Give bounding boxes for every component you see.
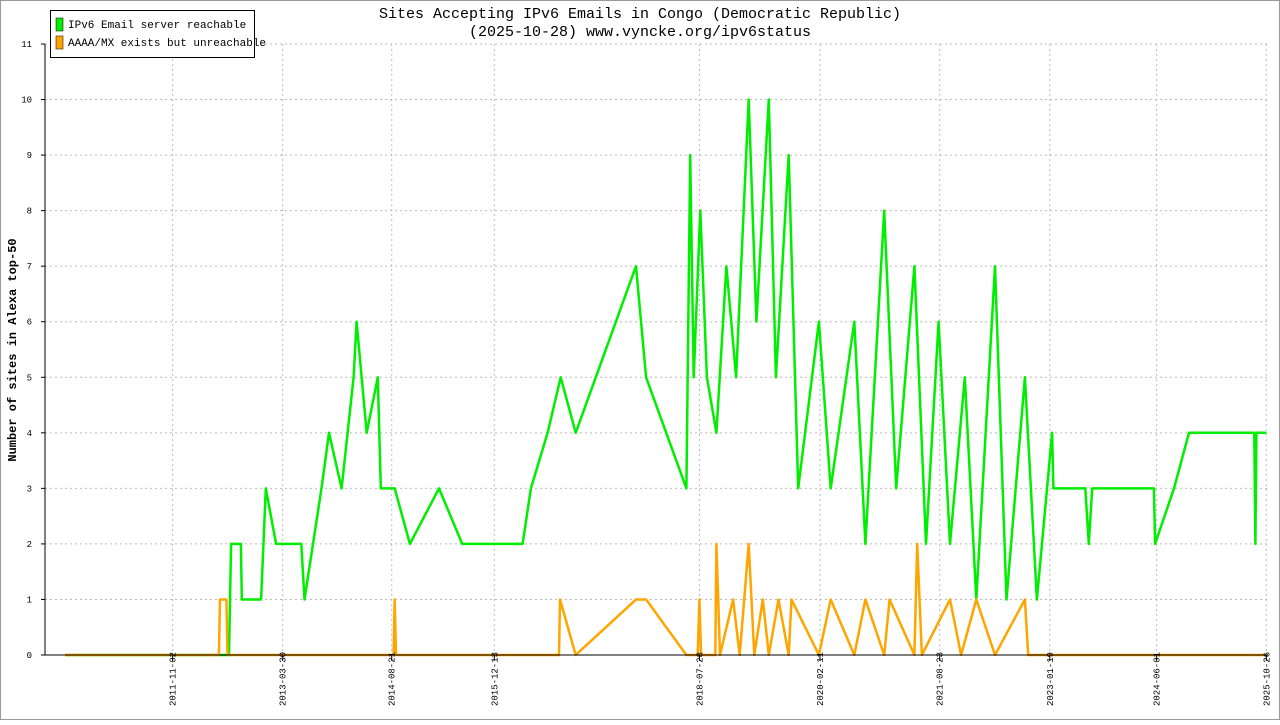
chart-subtitle: (2025-10-28) www.vyncke.org/ipv6status [469, 24, 811, 41]
y-tick-label: 10 [21, 96, 32, 106]
y-tick-label: 8 [27, 207, 32, 217]
x-tick-label: 2024-06-01 [1153, 652, 1163, 706]
y-tick-label: 6 [27, 318, 32, 328]
legend-swatch [55, 17, 64, 32]
legend-label: IPv6 Email server reachable [68, 20, 246, 32]
x-tick-label: 2011-11-02 [169, 652, 179, 706]
x-tick-label: 2020-02-11 [816, 652, 826, 706]
y-tick-label: 11 [21, 40, 32, 50]
y-tick-label: 9 [27, 151, 32, 161]
grid [45, 43, 1268, 656]
y-tick-label: 1 [27, 595, 32, 605]
x-tick-label: 2025-10-26 [1262, 652, 1272, 706]
series-line [65, 98, 1267, 657]
axes: 0 1 2 3 4 5 6 7 8 9 10 11 2011-11-02 2013-03-30 2014-0… [21, 40, 1272, 706]
x-tick-label: 2014-08-21 [388, 652, 398, 706]
y-tick-label: 7 [27, 262, 32, 272]
y-tick-label: 2 [27, 540, 32, 550]
legend-swatch [55, 35, 64, 50]
y-tick-label: 5 [27, 373, 32, 383]
x-tick-label: 2018-07-28 [695, 652, 705, 706]
y-tick-label: 4 [27, 429, 32, 439]
x-tick-label: 2015-12-13 [490, 652, 500, 706]
x-tick-label: 2021-08-23 [936, 652, 946, 706]
x-tick-label: 2023-01-19 [1046, 652, 1056, 706]
y-axis-label: Number of sites in Alexa top-50 [6, 238, 20, 461]
legend-label: AAAA/MX exists but unreachable [68, 38, 266, 50]
x-tick-label: 2013-03-30 [279, 652, 289, 706]
y-tick-label: 0 [27, 651, 32, 661]
y-tick-label: 3 [27, 484, 32, 494]
legend: IPv6 Email server reachable AAAA/MX exist… [50, 10, 266, 58]
chart-title: Sites Accepting IPv6 Emails in Congo (De… [379, 6, 901, 23]
legend-box [50, 10, 255, 58]
